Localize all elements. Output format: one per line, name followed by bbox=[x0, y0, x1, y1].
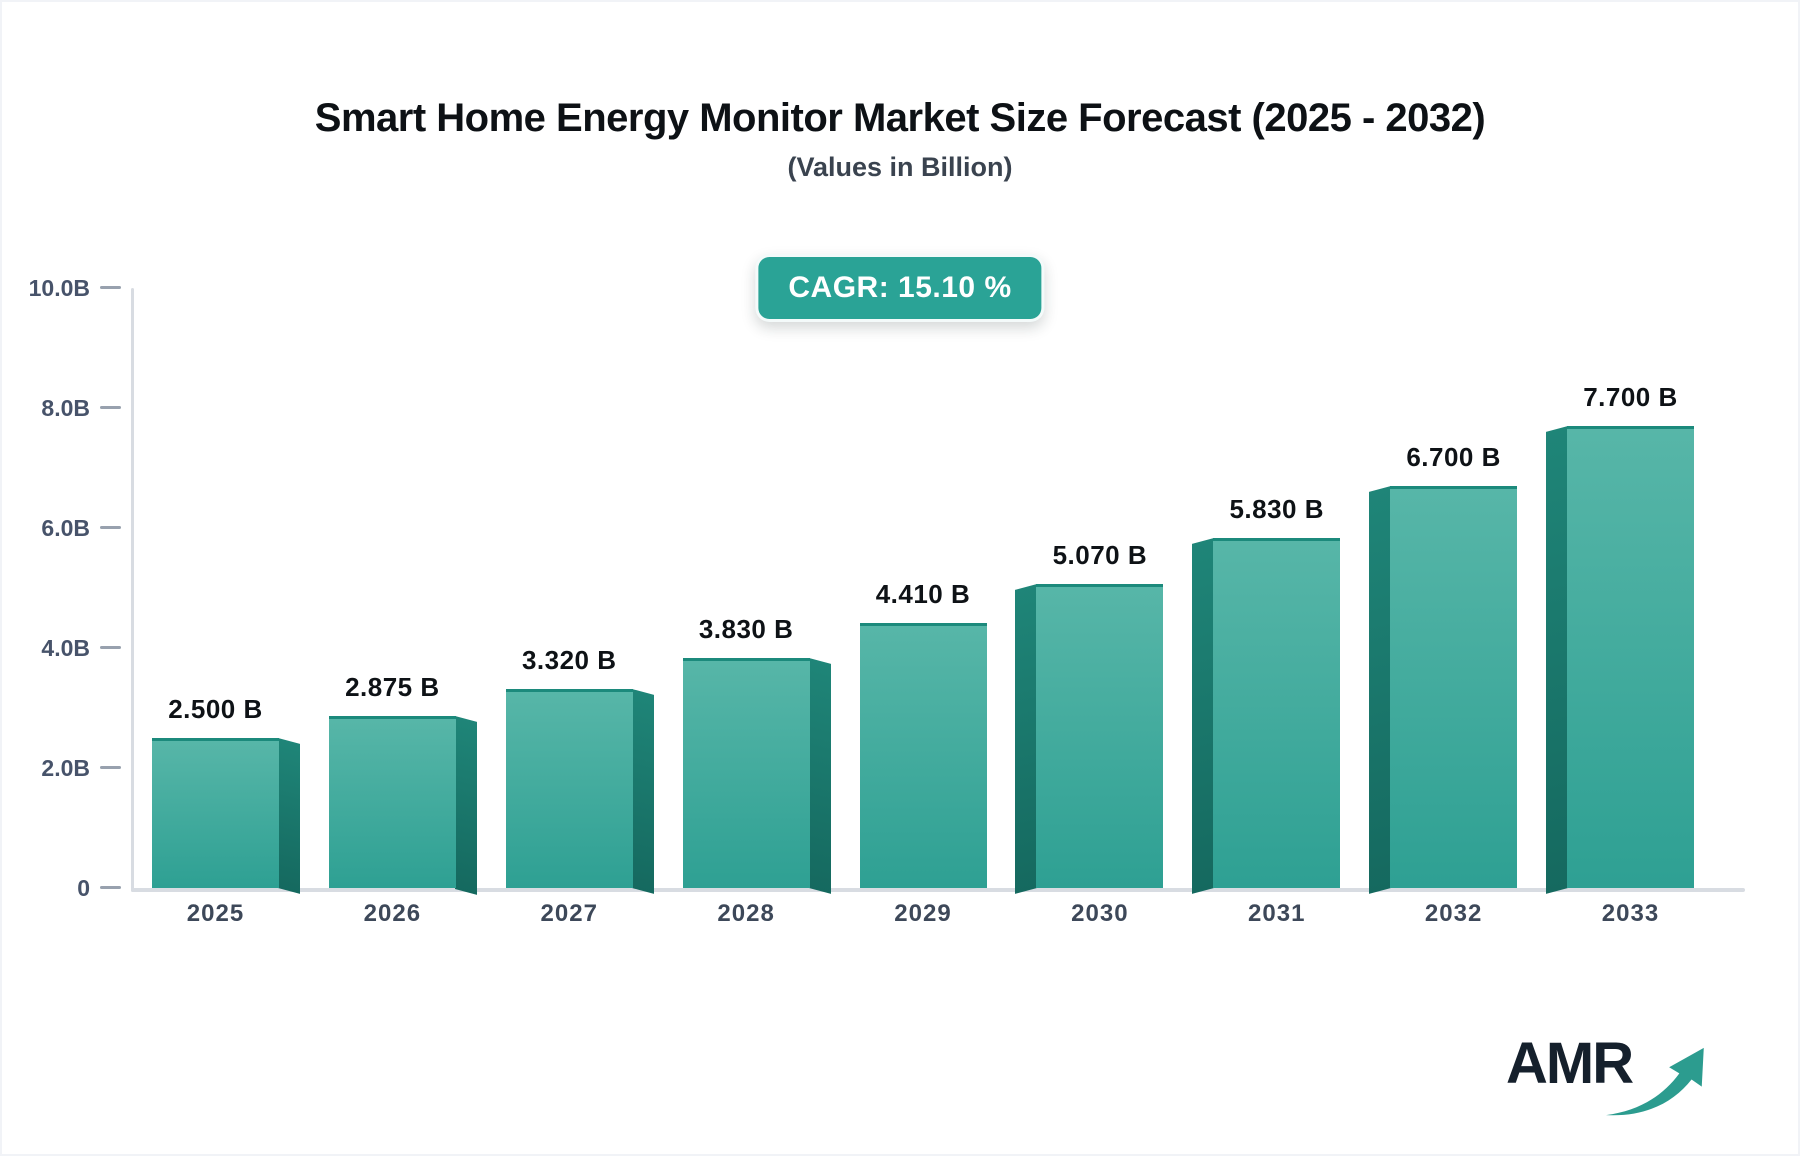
bar bbox=[859, 623, 987, 888]
amr-logo: AMR bbox=[1506, 1030, 1706, 1116]
bar bbox=[505, 688, 633, 888]
bar bbox=[152, 738, 279, 888]
bar-value-label: 2.875 B bbox=[345, 671, 440, 702]
bar bbox=[1036, 583, 1164, 888]
y-axis-tick-label: 8.0B bbox=[41, 395, 90, 421]
y-axis-tick-mark bbox=[100, 646, 121, 649]
x-axis-label: 2032 bbox=[1424, 900, 1483, 927]
y-axis-tick-mark bbox=[100, 406, 121, 409]
x-axis-label: 2030 bbox=[1071, 900, 1129, 927]
bar-side-face bbox=[278, 738, 300, 894]
growth-arrow-icon bbox=[1606, 1047, 1704, 1116]
bar-side-face bbox=[454, 715, 477, 894]
bar bbox=[328, 715, 456, 888]
bar-value-label: 6.700 B bbox=[1406, 442, 1501, 472]
cagr-badge: CAGR: 15.10 % bbox=[755, 254, 1045, 322]
x-axis-label: 2031 bbox=[1248, 900, 1306, 927]
bar-value-label: 3.320 B bbox=[521, 644, 617, 675]
bar-value-label: 5.830 B bbox=[1229, 494, 1325, 525]
chart-subtitle: (Values in Billion) bbox=[787, 152, 1013, 182]
bar-value-label: 5.070 B bbox=[1052, 539, 1148, 570]
bar-value-label: 4.410 B bbox=[875, 579, 971, 610]
bar-side-face bbox=[1015, 583, 1038, 894]
chart-title: Smart Home Energy Monitor Market Size Fo… bbox=[314, 96, 1486, 140]
amr-logo-text: AMR bbox=[1506, 1031, 1634, 1096]
bar-value-label: 2.500 B bbox=[168, 694, 263, 724]
x-axis-label: 2033 bbox=[1601, 900, 1660, 927]
bar-side-face bbox=[1192, 538, 1215, 894]
y-axis-line bbox=[131, 288, 134, 892]
x-axis-label: 2027 bbox=[540, 900, 598, 927]
bar bbox=[1567, 426, 1694, 888]
y-axis-tick-mark bbox=[100, 886, 121, 889]
y-axis-tick-label: 10.0B bbox=[28, 275, 90, 301]
bar-side-face bbox=[1369, 486, 1392, 894]
bar-side-face bbox=[808, 658, 831, 894]
y-axis-tick-label: 6.0B bbox=[41, 515, 90, 541]
bar-side-face bbox=[1546, 426, 1568, 894]
bar-value-label: 7.700 B bbox=[1583, 382, 1678, 412]
x-axis-label: 2025 bbox=[186, 900, 245, 927]
y-axis-tick-mark bbox=[100, 526, 121, 529]
x-axis-label: 2026 bbox=[363, 900, 422, 927]
y-axis-tick-label: 4.0B bbox=[41, 635, 90, 661]
bar bbox=[682, 658, 810, 888]
x-axis-line bbox=[131, 888, 1745, 892]
bar bbox=[1390, 486, 1518, 888]
y-axis-tick-label: 2.0B bbox=[41, 755, 90, 781]
y-axis-tick-label: 0 bbox=[77, 875, 90, 901]
bar-side-face bbox=[631, 688, 654, 894]
y-axis-tick-mark bbox=[100, 766, 121, 769]
bar-value-label: 3.830 B bbox=[698, 614, 794, 645]
x-axis-label: 2028 bbox=[717, 900, 775, 927]
bar bbox=[1213, 538, 1341, 888]
x-axis-label: 2029 bbox=[894, 900, 952, 927]
y-axis-tick-mark bbox=[100, 286, 121, 289]
